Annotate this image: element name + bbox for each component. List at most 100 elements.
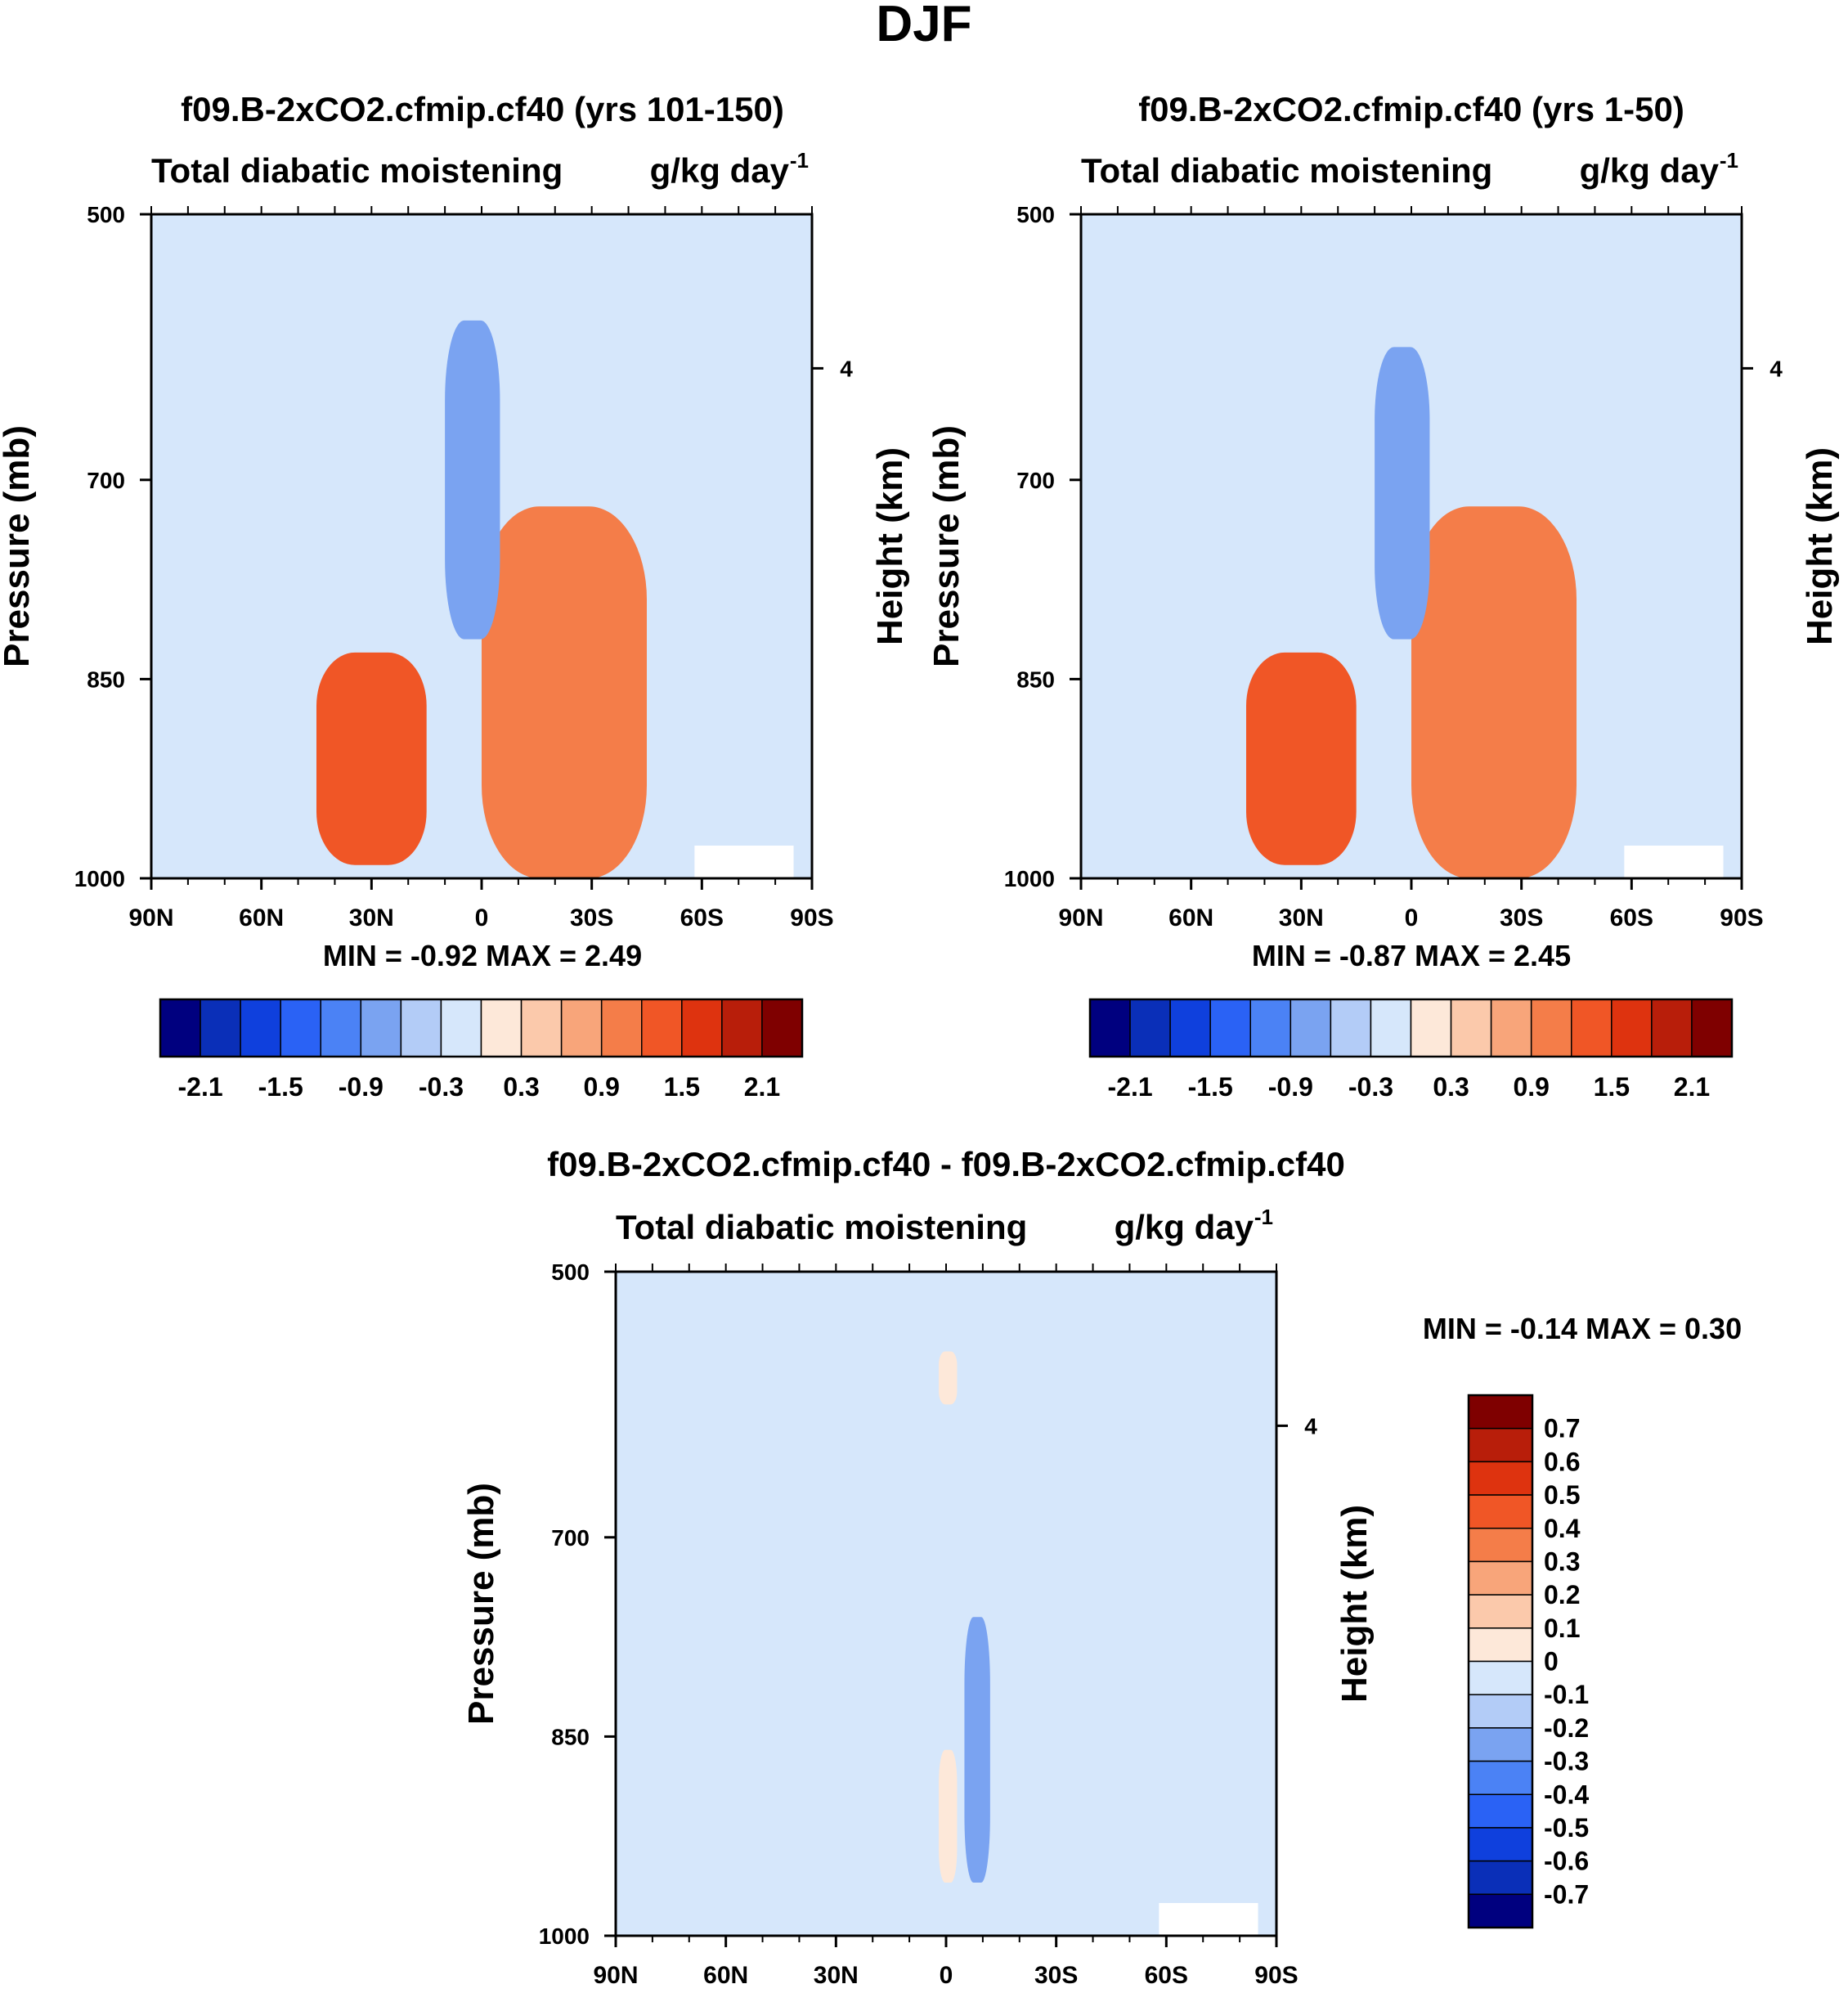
colorbar-swatch: [1468, 1560, 1533, 1596]
y-tick-label: 700: [87, 468, 125, 493]
colorbar-swatch: [1651, 999, 1693, 1057]
colorbar-label: -0.9: [1268, 1072, 1313, 1102]
y-tick-label: 850: [1016, 667, 1055, 692]
stats-line: MIN = -0.87 MAX = 2.45: [1252, 939, 1571, 972]
colorbar-swatch: [721, 999, 763, 1057]
stats-max: 0.30: [1684, 1312, 1742, 1345]
field-feature: [1558, 214, 1650, 480]
colorbar-swatch: [280, 999, 321, 1057]
colorbar-swatch: [200, 999, 241, 1057]
colorbar-swatch: [1468, 1660, 1533, 1695]
y-axis-label: Pressure (mb): [0, 425, 37, 667]
stats-space: [1676, 1312, 1684, 1345]
x-tick-label: 60S: [1145, 1962, 1188, 1989]
stats-space: [402, 939, 410, 972]
y-tick-label: 500: [87, 202, 125, 227]
colorbar-label: 0.3: [1433, 1072, 1469, 1102]
colorbar-swatch: [1450, 999, 1492, 1057]
colorbar-swatch: [1468, 1427, 1533, 1463]
colorbar-label: -0.3: [1544, 1747, 1589, 1776]
stats-min-label: MIN =: [1252, 939, 1331, 972]
field-feature: [964, 1617, 990, 1883]
colorbar-swatch: [560, 999, 603, 1057]
colorbar-swatch: [159, 999, 201, 1057]
units-exponent: -1: [790, 148, 809, 173]
colorbar-label: 0.1: [1544, 1614, 1580, 1643]
colorbar-swatch: [681, 999, 723, 1057]
colorbar-label: 0.4: [1544, 1514, 1581, 1543]
colorbar-label: 0.2: [1544, 1580, 1580, 1609]
stats-space: [1577, 1312, 1586, 1345]
y-axis-label-right: Height (km): [1800, 447, 1840, 645]
x-tick-label: 60S: [1610, 904, 1653, 931]
colorbar-swatch: [1571, 999, 1613, 1057]
x-tick-label: 30S: [570, 904, 613, 931]
missing-data-region: [694, 846, 794, 878]
colorbar-label: 2.1: [1674, 1072, 1710, 1102]
field-feature: [707, 1377, 800, 1936]
colorbar-swatch: [1468, 1793, 1533, 1829]
colorbar-swatch: [761, 999, 803, 1057]
y-axis-label: Pressure (mb): [926, 425, 967, 667]
colorbar-label: -1.5: [258, 1072, 303, 1102]
y-tick-label: 700: [1016, 468, 1055, 493]
units-label: g/kg day: [650, 151, 790, 190]
colorbar: -2.1 -1.5 -0.9 -0.3 0.3 0.9 1.5 2.1: [159, 998, 804, 1102]
field-feature: [1154, 214, 1228, 480]
colorbar-swatch: [440, 999, 482, 1057]
colorbar-label: -0.6: [1544, 1847, 1589, 1876]
colorbar-swatch: [1468, 1394, 1533, 1430]
colorbar-swatch: [1370, 999, 1412, 1057]
units-label: g/kg day: [1580, 151, 1720, 190]
x-tick-label: 30N: [1279, 904, 1324, 931]
x-tick-label: 0: [940, 1962, 953, 1989]
x-tick-label: 60N: [703, 1962, 748, 1989]
colorbar-swatch: [480, 999, 523, 1057]
panel-subtitle: Total diabatic moistening: [151, 151, 563, 190]
colorbar-swatch: [1468, 1461, 1533, 1496]
stats-line: MIN = -0.92 MAX = 2.49: [323, 939, 642, 972]
colorbar-frame: [159, 998, 804, 1058]
x-tick-label: 90S: [790, 904, 833, 931]
panel-title: f09.B-2xCO2.cfmip.cf40 (yrs 1-50): [1138, 90, 1684, 128]
x-tick-label: 30N: [814, 1962, 859, 1989]
colorbar-swatch: [1490, 999, 1532, 1057]
field-feature: [482, 506, 647, 878]
stats-max-label: MAX =: [1586, 1312, 1676, 1345]
field-feature: [616, 1537, 726, 1936]
stats-space: [1505, 939, 1514, 972]
panel-subtitle: Total diabatic moistening: [616, 1208, 1027, 1246]
colorbar-swatch: [240, 999, 281, 1057]
stats-min: -0.87: [1339, 939, 1406, 972]
colorbar-label: -0.9: [339, 1072, 384, 1102]
colorbar-swatch: [1468, 1528, 1533, 1563]
colorbar-label: 2.1: [744, 1072, 780, 1102]
x-tick-label: 30N: [349, 904, 394, 931]
field-feature: [1246, 652, 1357, 865]
colorbar-swatch: [1249, 999, 1292, 1057]
figure-title: DJF: [876, 0, 971, 52]
y-right-tick-label: 4: [1304, 1413, 1317, 1439]
stats-space: [478, 939, 486, 972]
colorbar-label: 0.5: [1544, 1480, 1580, 1510]
field-feature: [1411, 506, 1577, 878]
x-tick-label: 0: [1405, 904, 1419, 931]
y-right-tick-label: 4: [1770, 356, 1783, 381]
missing-data-region: [1624, 846, 1724, 878]
colorbar-swatch: [1468, 1827, 1533, 1862]
stats-min: -0.92: [410, 939, 478, 972]
stats-min-label: MIN =: [1423, 1312, 1502, 1345]
colorbar-swatch: [520, 999, 563, 1057]
x-tick-label: 90S: [1720, 904, 1763, 931]
x-tick-label: 90N: [593, 1962, 638, 1989]
chart-panel-2: f09.B-2xCO2.cfmip.cf40 (yrs 1-50) Total d…: [926, 90, 1840, 1102]
stats-max-label: MAX =: [486, 939, 576, 972]
colorbar-swatch: [1089, 999, 1131, 1057]
colorbar-label: 0.3: [503, 1072, 539, 1102]
panel-title: f09.B-2xCO2.cfmip.cf40 (yrs 101-150): [181, 90, 784, 128]
stats-space: [1406, 939, 1415, 972]
field-feature: [1375, 347, 1430, 640]
colorbar-frame: [1088, 998, 1734, 1058]
field-feature: [939, 1749, 958, 1883]
